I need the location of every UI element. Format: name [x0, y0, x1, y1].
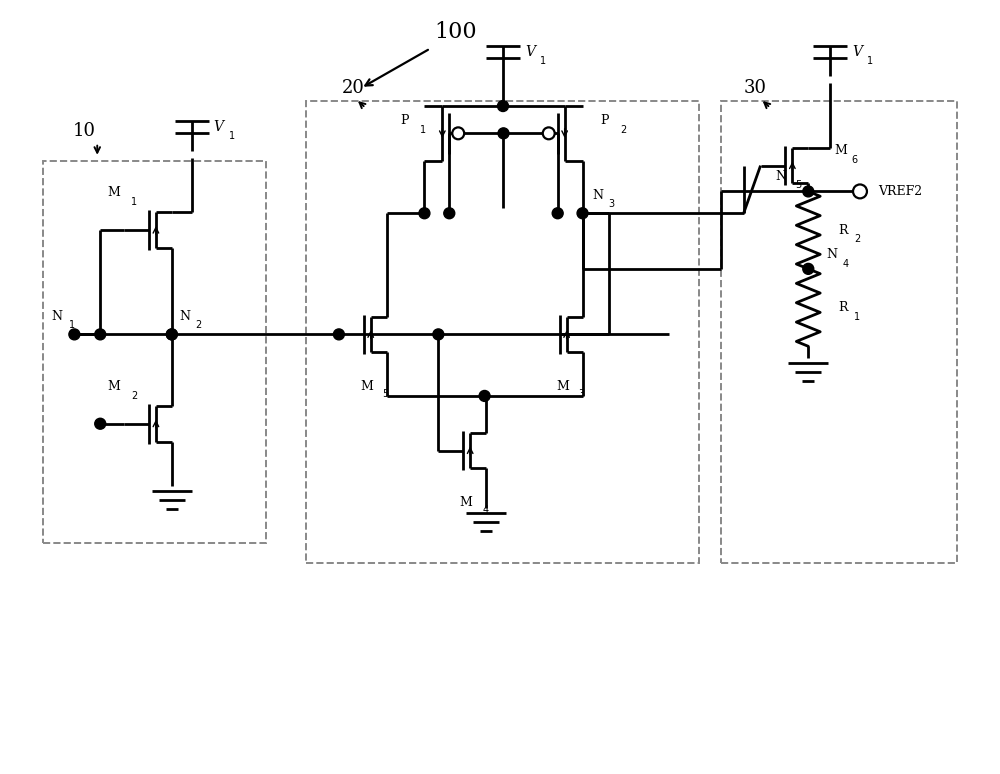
Text: N: N: [592, 189, 603, 202]
Text: 20: 20: [341, 79, 364, 98]
Circle shape: [543, 128, 555, 139]
Circle shape: [166, 329, 177, 340]
Circle shape: [498, 101, 508, 111]
Text: 1: 1: [229, 131, 235, 141]
Text: 2: 2: [131, 391, 137, 401]
Text: 10: 10: [73, 122, 96, 140]
Text: P: P: [400, 115, 409, 128]
Text: N: N: [180, 310, 191, 323]
Text: M: M: [360, 379, 373, 392]
Text: 1: 1: [540, 57, 546, 67]
Text: M: M: [108, 186, 121, 199]
Circle shape: [452, 128, 464, 139]
Circle shape: [69, 329, 80, 340]
Text: 2: 2: [620, 125, 627, 135]
Text: N: N: [826, 248, 837, 262]
Text: 1: 1: [867, 57, 873, 67]
Text: 1: 1: [69, 320, 76, 330]
Text: M: M: [834, 144, 847, 157]
Text: 3: 3: [579, 389, 585, 399]
Text: N: N: [51, 310, 62, 323]
Text: 100: 100: [434, 21, 477, 43]
Circle shape: [419, 207, 430, 219]
Text: V: V: [214, 120, 224, 134]
Text: M: M: [460, 495, 473, 509]
Text: 6: 6: [851, 155, 857, 165]
Circle shape: [577, 207, 588, 219]
Text: 5: 5: [795, 180, 802, 190]
Text: 1: 1: [854, 311, 860, 321]
Text: VREF2: VREF2: [878, 185, 922, 198]
Circle shape: [95, 329, 106, 340]
Circle shape: [166, 329, 177, 340]
Text: 2: 2: [196, 320, 202, 330]
Text: 1: 1: [420, 125, 427, 135]
Text: 2: 2: [854, 234, 860, 244]
Text: 30: 30: [744, 79, 767, 98]
Circle shape: [95, 418, 106, 430]
Text: P: P: [600, 115, 609, 128]
Text: 3: 3: [608, 200, 615, 209]
Text: M: M: [108, 379, 121, 392]
Circle shape: [498, 128, 509, 139]
Text: R: R: [838, 224, 848, 237]
Text: V: V: [525, 46, 535, 60]
Circle shape: [444, 207, 455, 219]
Text: N: N: [775, 170, 786, 183]
Circle shape: [479, 390, 490, 402]
Circle shape: [333, 329, 344, 340]
Circle shape: [803, 186, 814, 197]
Circle shape: [803, 263, 814, 274]
Circle shape: [552, 207, 563, 219]
Text: 4: 4: [842, 259, 848, 269]
Text: V: V: [852, 46, 862, 60]
Circle shape: [433, 329, 444, 340]
Text: M: M: [556, 379, 569, 392]
Text: 1: 1: [131, 197, 137, 207]
Text: 4: 4: [482, 505, 488, 515]
Circle shape: [853, 184, 867, 198]
Text: R: R: [838, 301, 848, 314]
Text: 5: 5: [383, 389, 389, 399]
